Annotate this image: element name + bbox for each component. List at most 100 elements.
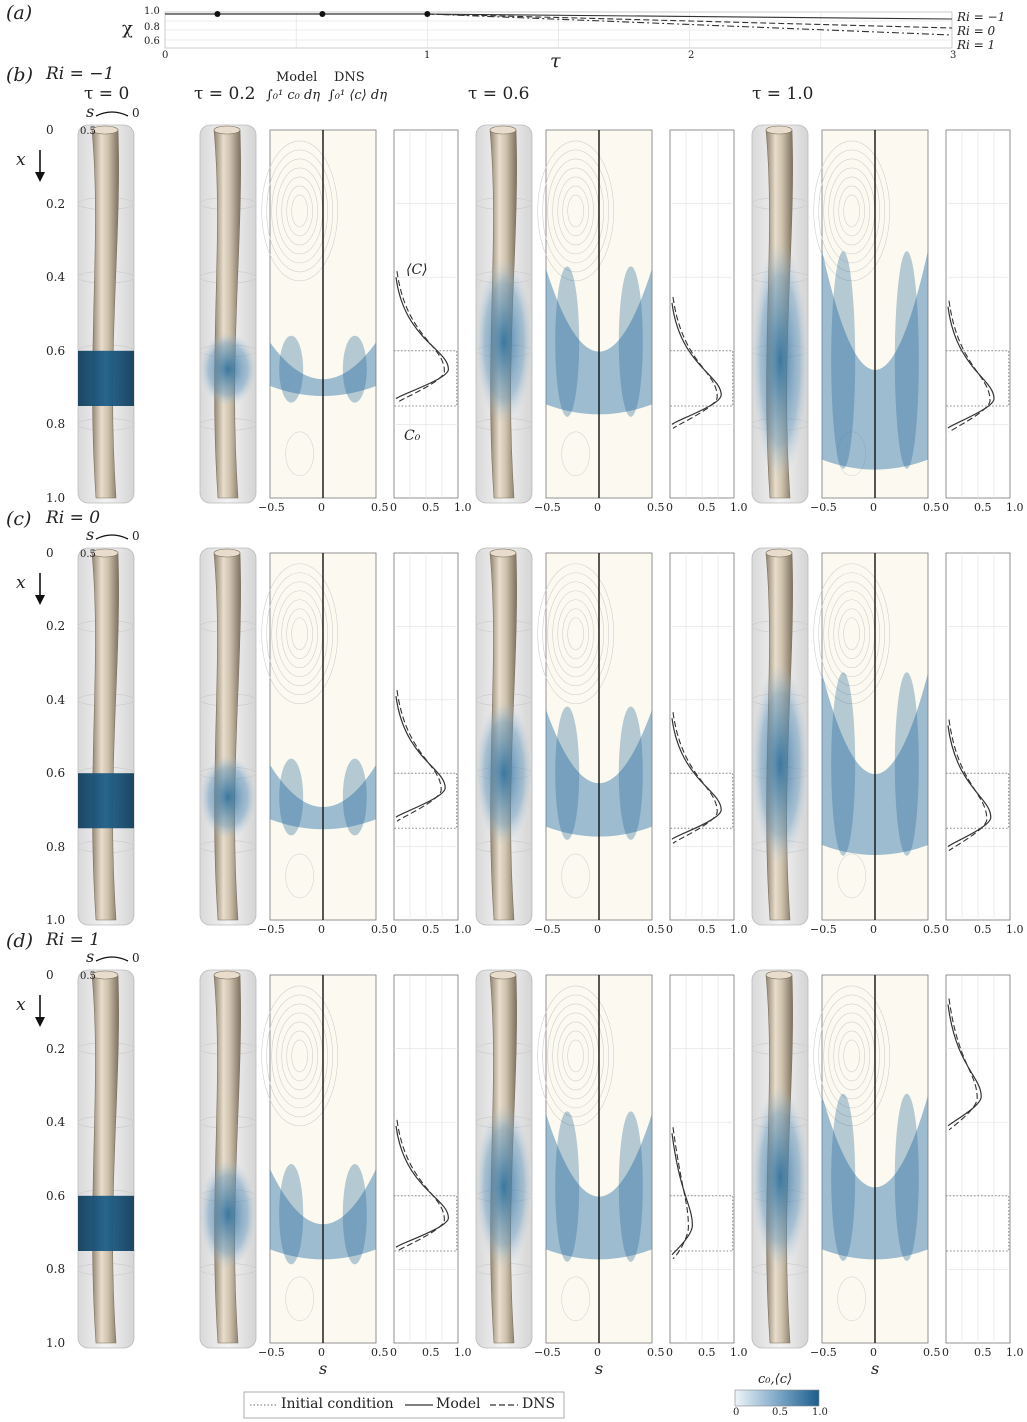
streamline-contour [281, 176, 318, 246]
x-tick-label: 1.0 [46, 491, 66, 505]
dye-cloud [752, 663, 808, 865]
time-header-02: τ = 0.2 [194, 84, 256, 104]
streamline-contour [261, 563, 338, 705]
s-tick-label: −0.5 [534, 501, 561, 514]
concentration-core [831, 251, 856, 469]
model-expr: ∫₀¹ c₀ dη [266, 88, 321, 103]
profile-tick-label: 1.0 [730, 923, 748, 936]
s-tick-label: −0.5 [258, 923, 285, 936]
s-tick-label: −0.5 [258, 501, 285, 514]
profile-tick-label: 0.5 [974, 923, 992, 936]
dye-band [78, 1195, 134, 1251]
concentration-core [279, 335, 304, 403]
cylinder-2 [475, 124, 533, 504]
s-tick-label: 0 [318, 1346, 325, 1359]
series-line-ri-0 [427, 13, 953, 29]
s-tick-label: −0.5 [810, 1346, 837, 1359]
streamline-contour [557, 1021, 594, 1091]
s-arc-arrow [95, 956, 129, 962]
dye-cloud [476, 1103, 532, 1270]
x-tick-label: 0.4 [46, 1115, 66, 1130]
dns-curve [396, 690, 442, 822]
dns-curve [672, 1127, 689, 1260]
profile-plot-1 [669, 129, 735, 499]
dns-curve [396, 1119, 445, 1252]
profile-tick-label: 1.0 [454, 1346, 472, 1359]
panel-a-label: (a) [6, 2, 33, 24]
x-tick-label: 0.6 [46, 1188, 66, 1203]
streamline-contour [542, 572, 609, 696]
concentration-field [546, 268, 652, 415]
tau-marker [319, 11, 326, 17]
concentration-field [270, 764, 376, 830]
profile-plot-0 [393, 552, 459, 921]
row-d-label: (d) [6, 930, 33, 952]
s-zero-label: 0 [132, 106, 140, 120]
tau-tick-3: 3 [950, 50, 957, 61]
concentration-field [822, 250, 928, 470]
s-tick-label: 0 [318, 923, 325, 936]
contour-map-1 [537, 974, 653, 1344]
s-tick-label: 0.5 [647, 923, 665, 936]
x-arrow-head [35, 1017, 45, 1027]
x-tick-label: 0 [46, 123, 54, 137]
streamline-contour [837, 853, 866, 899]
streamline-contour [843, 194, 860, 228]
s-tick-label: 0 [594, 501, 601, 514]
s-tick-label: 0.5 [923, 1346, 941, 1359]
row-b [35, 111, 1011, 504]
streamline-contour [562, 1030, 589, 1082]
colorbar-tick-05: 0.5 [772, 1407, 788, 1418]
x-tick-label: 0.2 [46, 196, 66, 211]
profile-tick-label: 0.5 [698, 501, 716, 514]
s-axis-label: s [86, 947, 95, 966]
x-tick-label: 0 [46, 546, 54, 560]
model-curve [947, 1004, 982, 1127]
time-header-0: τ = 0 [84, 84, 130, 104]
colorbar-tick-0: 0 [733, 1407, 740, 1418]
profile-tick-label: 0 [390, 923, 397, 936]
colorbar-label: c₀,⟨c⟩ [758, 1372, 793, 1387]
tube-top [489, 548, 517, 558]
contour-map-2 [813, 129, 929, 499]
profile-tick-label: 0.5 [422, 923, 440, 936]
x-arrow-head [35, 595, 45, 605]
profile-tick-label: 0 [942, 923, 949, 936]
dns-header: DNS [334, 70, 365, 85]
streamline-contour [271, 1003, 328, 1109]
tau-tick-2: 2 [688, 50, 695, 61]
streamline-contour [547, 581, 604, 687]
series-line-ri-1 [427, 13, 953, 36]
concentration-core [831, 672, 856, 856]
cylinder-3 [751, 124, 809, 504]
streamline-contour [823, 1003, 880, 1109]
model-curve [395, 696, 446, 818]
profile-tick-label: 0 [942, 501, 949, 514]
cylinder-0 [77, 969, 135, 1349]
contour-map-2 [813, 974, 929, 1344]
dns-curve [948, 719, 988, 852]
dye-cloud [200, 332, 256, 407]
x-tick-label: 1.0 [46, 913, 66, 927]
cylinder-0 [77, 124, 135, 504]
streamline-contour [562, 608, 589, 660]
legend-layer [243, 1389, 820, 1419]
s-tick-label: −0.5 [534, 923, 561, 936]
s-axis-label: s [86, 102, 95, 121]
colorbar-tick-10: 1.0 [812, 1407, 828, 1418]
profile-tick-label: 0.5 [698, 923, 716, 936]
streamline-contour [843, 1039, 860, 1073]
streamline-contour [271, 158, 328, 264]
s-tick-label: 0.5 [371, 1346, 389, 1359]
x-tick-label: 0.6 [46, 343, 66, 358]
dye-band [78, 350, 134, 406]
x-axis-label: x [16, 573, 26, 593]
series-label-ri-0: Ri = 0 [957, 24, 996, 38]
contour-map-0 [261, 552, 377, 921]
concentration-core [831, 1093, 856, 1262]
s-tick-label: 0.5 [923, 923, 941, 936]
concentration-core [342, 335, 367, 403]
s-tick-label: 0 [594, 923, 601, 936]
profile-tick-label: 0 [942, 1346, 949, 1359]
C-avg-annotation: ⟨C⟩ [406, 262, 428, 278]
